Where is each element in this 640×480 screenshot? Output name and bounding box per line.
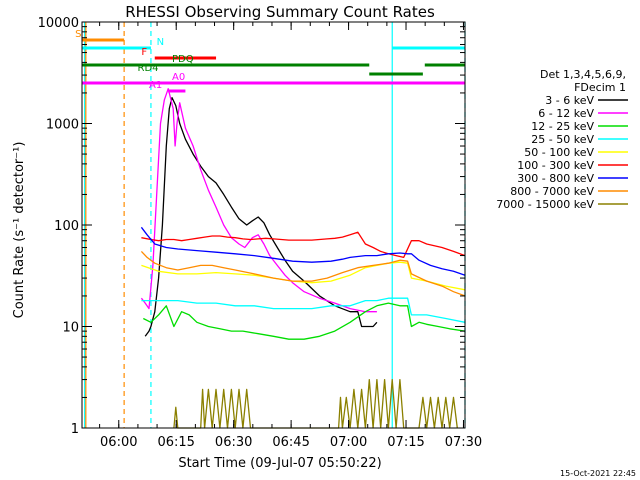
legend-label-8: 7000 - 15000 keV <box>496 198 594 211</box>
state-label-n: N <box>157 37 164 48</box>
legend-label-1: 6 - 12 keV <box>538 107 594 120</box>
state-label-pdq: PDQ <box>172 54 194 65</box>
state-label-a0: A0 <box>172 72 185 83</box>
series-line-7 <box>140 250 466 297</box>
y-tick-label-2: 100 <box>54 219 79 234</box>
x-tick-label-5: 07:15 <box>387 435 424 450</box>
legend-label-0: 3 - 6 keV <box>545 94 594 107</box>
chart-title: RHESSI Observing Summary Count Rates <box>125 3 435 21</box>
legend-label-5: 100 - 300 keV <box>517 159 594 172</box>
legend-label-7: 800 - 7000 keV <box>510 185 594 198</box>
y-tick-label-4: 10000 <box>38 16 79 31</box>
y-axis-label: Count Rate (s⁻¹ detector⁻¹) <box>12 142 27 319</box>
legend-header-1: FDecim 1 <box>574 81 626 94</box>
x-tick-label-4: 07:00 <box>330 435 367 450</box>
legend-label-4: 50 - 100 keV <box>524 146 594 159</box>
legend-label-2: 12 - 25 keV <box>531 120 594 133</box>
series-line-5 <box>141 231 466 259</box>
series-line-3 <box>141 297 466 323</box>
state-label-s: S <box>75 29 81 40</box>
legend-label-3: 25 - 50 keV <box>531 133 594 146</box>
x-tick-label-6: 07:30 <box>445 435 482 450</box>
series-line-6 <box>140 226 466 276</box>
plot-area: S NF PDQ RD4 A0 A1 <box>75 22 466 429</box>
y-tick-label-3: 1000 <box>46 118 79 133</box>
x-tick-label-1: 06:15 <box>157 435 194 450</box>
x-tick-label-0: 06:00 <box>100 435 137 450</box>
x-tick-label-3: 06:45 <box>272 435 309 450</box>
x-tick-label-2: 06:30 <box>215 435 252 450</box>
series-line-8 <box>173 378 458 429</box>
legend-label-6: 300 - 800 keV <box>517 172 594 185</box>
footer-timestamp: 15-Oct-2021 22:45 <box>560 469 636 478</box>
y-tick-label-1: 10 <box>62 321 79 336</box>
state-label-rd4: RD4 <box>138 63 159 74</box>
axes: 1 10 100 1000 10000 06:00 06:15 06:30 06:45 07:00… <box>38 16 483 450</box>
legend-header-0: Det 1,3,4,5,6,9, <box>540 68 626 81</box>
state-label-a1: A1 <box>149 80 162 91</box>
series-line-2 <box>143 302 466 340</box>
series-line-1 <box>140 88 377 313</box>
y-tick-label-0: 1 <box>71 422 79 437</box>
state-label-f: F <box>141 47 147 58</box>
x-axis-label: Start Time (09-Jul-07 05:50:22) <box>178 456 381 471</box>
series-line-4 <box>141 261 466 291</box>
